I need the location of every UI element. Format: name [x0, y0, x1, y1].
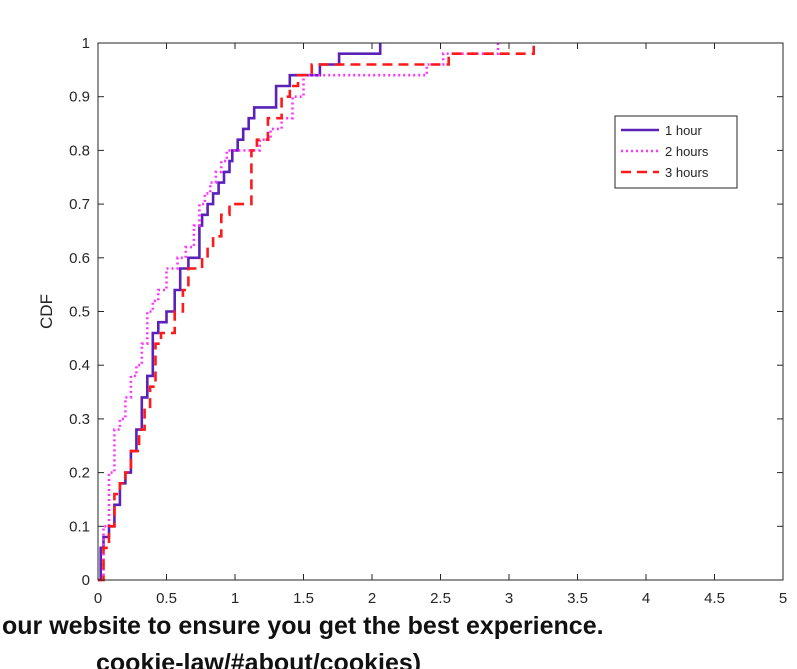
x-tick-label: 2.5 [430, 590, 451, 607]
y-tick-label: 1 [82, 35, 90, 52]
x-tick-label: 3.5 [567, 590, 588, 607]
cdf-chart: 0 0.5 1 1.5 2 2.5 3 3.5 4 4.5 5 0 0.1 0.2 0.3 0.4 0.5 0.6… [37, 35, 788, 607]
axes: 0 0.5 1 1.5 2 2.5 3 3.5 4 4.5 5 0 0.1 0.2 0.3 0.4 0.5 0.6… [37, 35, 787, 607]
x-tick-label: 5 [779, 590, 787, 607]
legend-label-1: 1 hour [665, 123, 703, 138]
legend: 1 hour 2 hours 3 hours [614, 115, 738, 189]
legend-label-3: 3 hours [665, 165, 709, 180]
cookie-banner-link[interactable]: cookie-law/#about/cookies) [96, 649, 422, 669]
x-tick-label: 0 [94, 590, 102, 607]
y-tick-label: 0 [82, 572, 90, 589]
x-tick-label: 1 [231, 590, 239, 607]
y-tick-label: 0.8 [69, 142, 90, 159]
x-tick-label: 2 [368, 590, 376, 607]
y-tick-label: 0.9 [69, 89, 90, 106]
y-tick-label: 0.6 [69, 250, 90, 267]
x-tick-label: 4.5 [704, 590, 725, 607]
y-tick-label: 0.1 [69, 518, 90, 535]
y-tick-label: 0.5 [69, 304, 90, 321]
series-line-3 [98, 43, 535, 582]
y-tick-label: 0.2 [69, 465, 90, 482]
x-tick-label: 4 [642, 590, 650, 607]
y-tick-label: 0.7 [69, 196, 90, 213]
legend-label-2: 2 hours [665, 144, 709, 159]
x-tick-label: 1.5 [293, 590, 314, 607]
y-tick-label: 0.3 [69, 411, 90, 428]
x-tick-label: 3 [505, 590, 513, 607]
series-layer [98, 43, 535, 582]
y-tick-label: 0.4 [69, 357, 90, 374]
x-tick-label: 0.5 [156, 590, 177, 607]
legend-box [614, 115, 738, 189]
cookie-banner-text: our website to ensure you get the best e… [2, 612, 604, 640]
y-axis-label: CDF [37, 294, 56, 329]
